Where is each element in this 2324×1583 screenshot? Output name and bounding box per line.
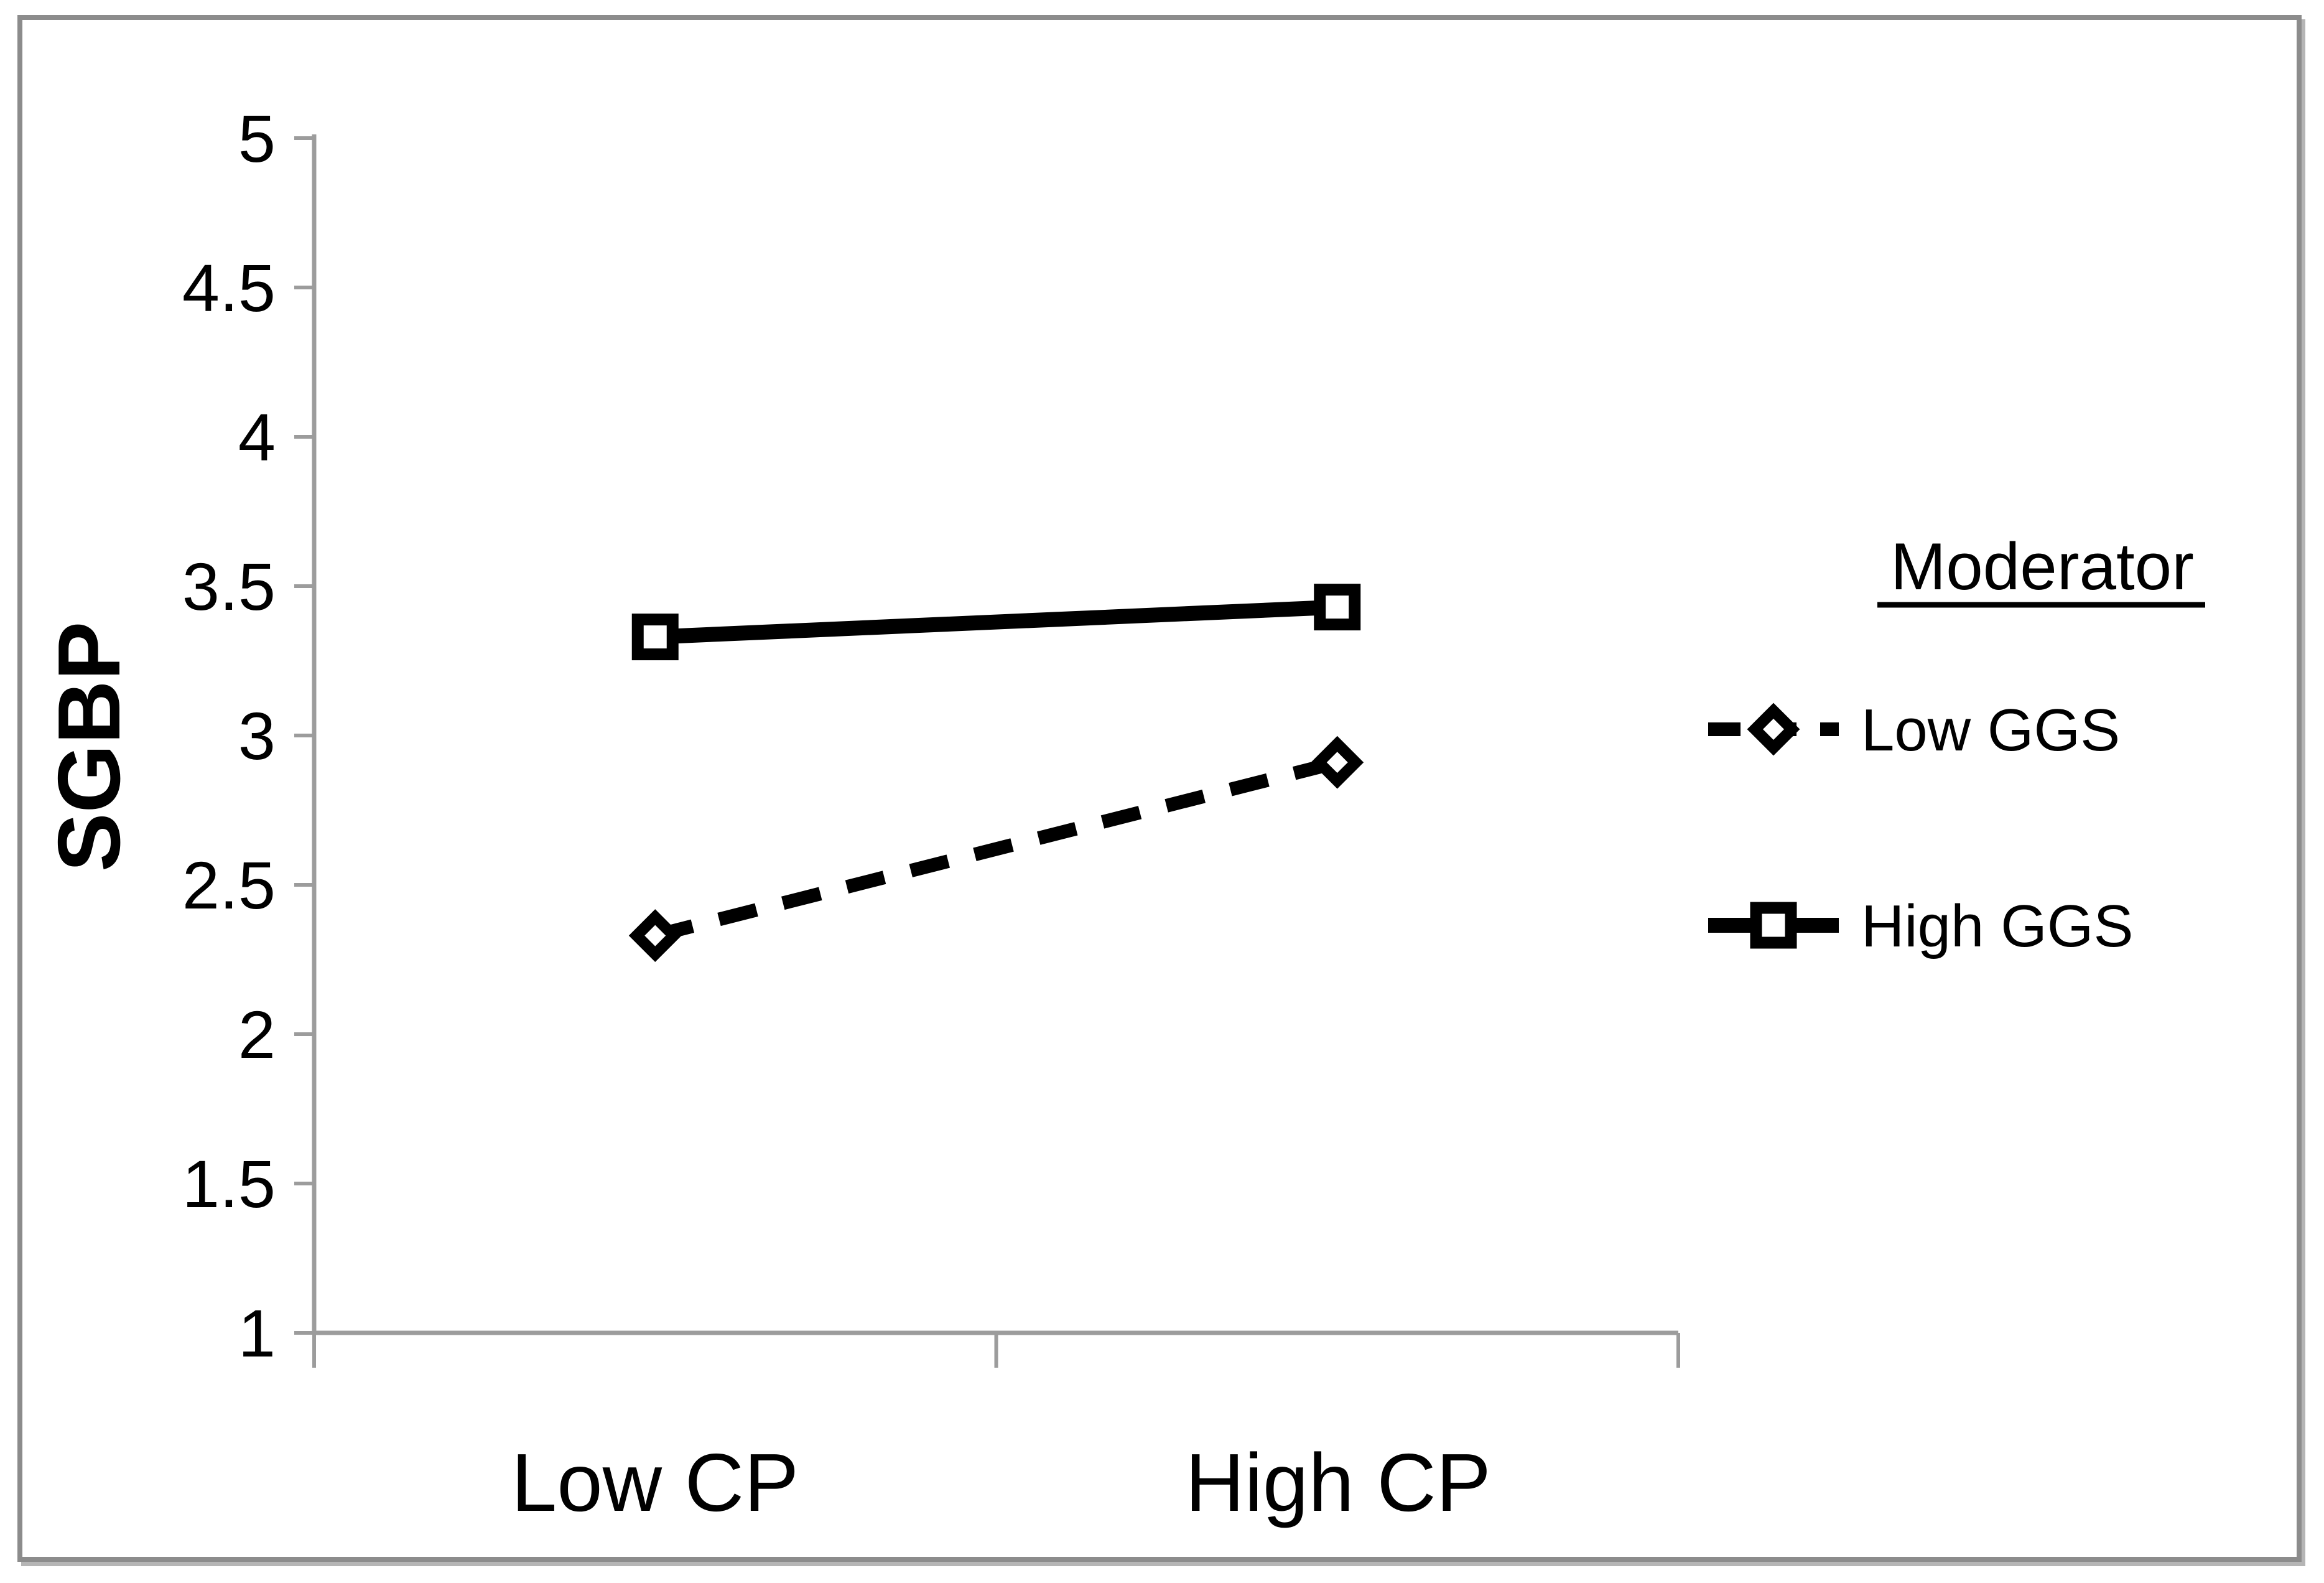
y-tick-label: 3 <box>238 698 276 773</box>
figure-frame-border <box>17 15 2302 1562</box>
y-tick-label: 1.5 <box>182 1146 276 1221</box>
legend-sample-marker-high-ggs <box>1750 902 1797 949</box>
y-tick-label: 4.5 <box>182 250 276 325</box>
series-layer <box>628 584 1364 963</box>
marker-low-ggs <box>628 909 682 963</box>
x-category-label-high-cp: High CP <box>1185 1437 1491 1528</box>
legend-samples-layer <box>1708 703 1839 949</box>
axes-layer: 1 1.5 2 2.5 3 3.5 4 4.5 5 <box>182 101 1680 1371</box>
legend-sample-marker-low-ggs <box>1747 703 1800 756</box>
legend-sample-low-ggs <box>1708 703 1839 756</box>
legend-entry-high-ggs-label: High GGS <box>1861 893 2133 960</box>
x-category-label-low-cp: Low CP <box>511 1437 799 1528</box>
marker-high-ggs <box>631 614 679 661</box>
y-tick-label: 4 <box>238 399 276 475</box>
y-tick-label: 2 <box>238 997 276 1072</box>
legend-sample-high-ggs <box>1708 902 1839 949</box>
marker-high-ggs <box>1314 584 1361 631</box>
series-low-ggs <box>628 735 1364 963</box>
y-tick-label: 5 <box>238 101 276 176</box>
marker-low-ggs <box>1311 735 1364 789</box>
series-line-high-ggs <box>654 599 1338 645</box>
series-high-ggs <box>631 584 1361 661</box>
y-tick-label: 1 <box>238 1296 276 1371</box>
y-tick-label: 2.5 <box>182 848 276 923</box>
legend-entry-low-ggs-label: Low GGS <box>1861 697 2120 763</box>
series-line-low-ggs <box>653 755 1339 943</box>
y-tick-label: 3.5 <box>182 549 276 624</box>
y-axis-title: SGBP <box>40 622 139 872</box>
legend-title: Moderator <box>1890 529 2194 604</box>
